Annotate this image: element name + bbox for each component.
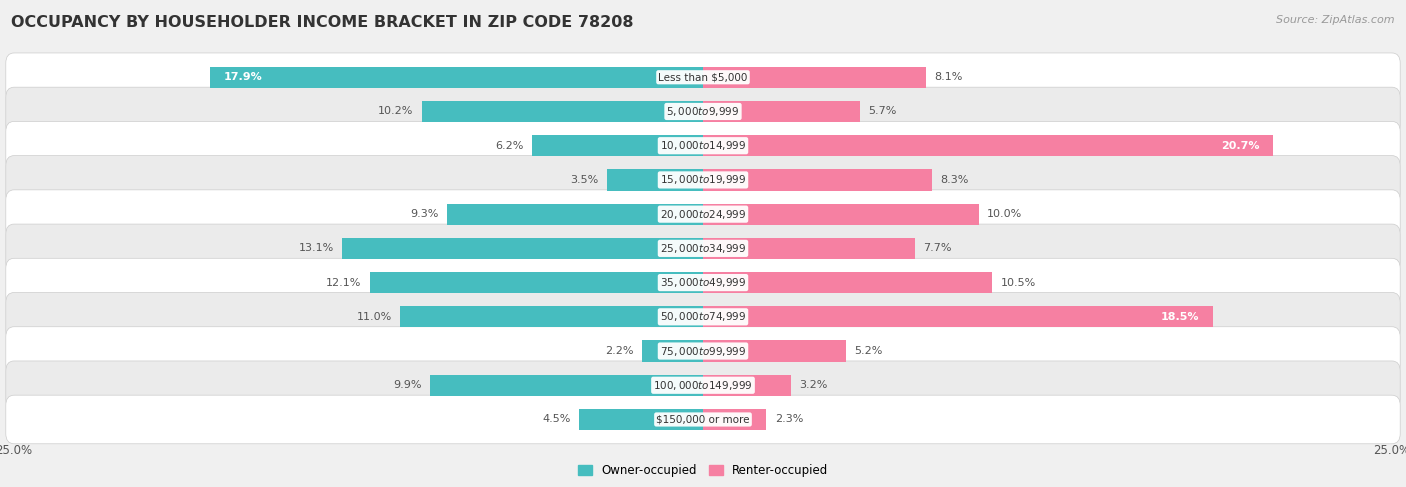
Bar <box>342 238 703 259</box>
FancyBboxPatch shape <box>6 224 1400 273</box>
Bar <box>643 340 703 362</box>
Text: $35,000 to $49,999: $35,000 to $49,999 <box>659 276 747 289</box>
Bar <box>399 306 703 327</box>
FancyBboxPatch shape <box>6 53 1400 102</box>
FancyBboxPatch shape <box>6 361 1400 410</box>
Bar <box>370 272 703 293</box>
Text: 3.5%: 3.5% <box>569 175 599 185</box>
Text: 5.7%: 5.7% <box>869 107 897 116</box>
Text: Source: ZipAtlas.com: Source: ZipAtlas.com <box>1277 15 1395 25</box>
Bar <box>209 67 703 88</box>
Text: 10.0%: 10.0% <box>987 209 1022 219</box>
Bar <box>579 409 703 430</box>
Text: $10,000 to $14,999: $10,000 to $14,999 <box>659 139 747 152</box>
FancyBboxPatch shape <box>6 190 1400 239</box>
Text: 11.0%: 11.0% <box>356 312 392 322</box>
Text: 12.1%: 12.1% <box>326 278 361 288</box>
Text: 4.5%: 4.5% <box>543 414 571 425</box>
Bar <box>703 204 979 225</box>
Bar <box>531 135 703 156</box>
Text: 10.5%: 10.5% <box>1001 278 1036 288</box>
Text: $5,000 to $9,999: $5,000 to $9,999 <box>666 105 740 118</box>
Bar <box>703 409 766 430</box>
FancyBboxPatch shape <box>6 327 1400 375</box>
Text: $75,000 to $99,999: $75,000 to $99,999 <box>659 344 747 357</box>
Text: $100,000 to $149,999: $100,000 to $149,999 <box>654 379 752 392</box>
Bar <box>703 340 846 362</box>
Bar <box>703 306 1213 327</box>
Text: 5.2%: 5.2% <box>855 346 883 356</box>
Text: $150,000 or more: $150,000 or more <box>657 414 749 425</box>
FancyBboxPatch shape <box>6 156 1400 204</box>
Bar <box>703 101 860 122</box>
FancyBboxPatch shape <box>6 87 1400 136</box>
Legend: Owner-occupied, Renter-occupied: Owner-occupied, Renter-occupied <box>572 459 834 482</box>
Bar <box>703 169 932 190</box>
Bar <box>606 169 703 190</box>
Text: $15,000 to $19,999: $15,000 to $19,999 <box>659 173 747 187</box>
FancyBboxPatch shape <box>6 395 1400 444</box>
Text: 20.7%: 20.7% <box>1222 141 1260 150</box>
Text: $20,000 to $24,999: $20,000 to $24,999 <box>659 207 747 221</box>
Bar <box>703 375 792 396</box>
Text: 6.2%: 6.2% <box>495 141 524 150</box>
Text: 13.1%: 13.1% <box>298 244 333 253</box>
Bar <box>703 272 993 293</box>
FancyBboxPatch shape <box>6 258 1400 307</box>
FancyBboxPatch shape <box>6 293 1400 341</box>
Text: $25,000 to $34,999: $25,000 to $34,999 <box>659 242 747 255</box>
Text: 8.3%: 8.3% <box>941 175 969 185</box>
Bar <box>422 101 703 122</box>
Text: 9.3%: 9.3% <box>411 209 439 219</box>
Text: 2.3%: 2.3% <box>775 414 803 425</box>
Text: $50,000 to $74,999: $50,000 to $74,999 <box>659 310 747 323</box>
Text: 17.9%: 17.9% <box>224 72 263 82</box>
Text: 18.5%: 18.5% <box>1160 312 1199 322</box>
Text: 10.2%: 10.2% <box>378 107 413 116</box>
FancyBboxPatch shape <box>6 121 1400 170</box>
Bar <box>703 135 1274 156</box>
Text: OCCUPANCY BY HOUSEHOLDER INCOME BRACKET IN ZIP CODE 78208: OCCUPANCY BY HOUSEHOLDER INCOME BRACKET … <box>11 15 634 30</box>
Text: 2.2%: 2.2% <box>606 346 634 356</box>
Text: 8.1%: 8.1% <box>935 72 963 82</box>
Bar <box>447 204 703 225</box>
Text: 3.2%: 3.2% <box>800 380 828 390</box>
Text: 9.9%: 9.9% <box>394 380 422 390</box>
Bar <box>703 238 915 259</box>
Bar <box>703 67 927 88</box>
Text: Less than $5,000: Less than $5,000 <box>658 72 748 82</box>
Bar <box>430 375 703 396</box>
Text: 7.7%: 7.7% <box>924 244 952 253</box>
